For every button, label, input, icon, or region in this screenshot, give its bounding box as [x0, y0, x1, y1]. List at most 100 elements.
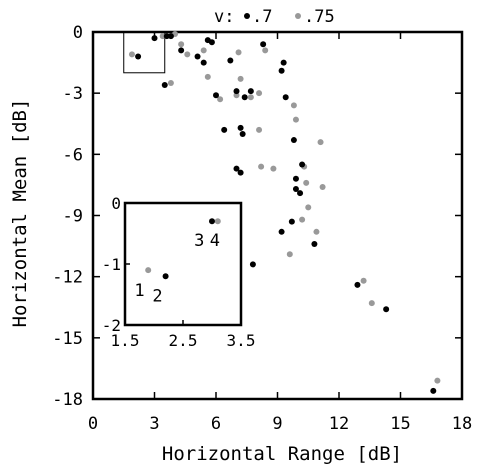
x-tick-label: 6 [211, 414, 221, 434]
data-point [247, 88, 254, 95]
data-point [383, 306, 390, 313]
data-point [256, 90, 263, 97]
data-point [128, 51, 135, 58]
legend-marker-075 [295, 13, 301, 19]
data-point [159, 33, 166, 40]
data-point [167, 79, 174, 86]
data-point [167, 33, 174, 40]
x-tick-label: 9 [272, 414, 282, 434]
data-point [213, 92, 219, 99]
data-point [256, 126, 263, 133]
x-axis-label: Horizontal Range [dB] [162, 443, 402, 465]
data-point [368, 300, 375, 307]
y-tick-label: -18 [52, 390, 83, 410]
data-point [260, 41, 267, 48]
data-point [278, 67, 285, 74]
main-points [128, 31, 441, 394]
data-point [278, 228, 285, 235]
y-tick-label: -12 [52, 268, 83, 288]
data-point [258, 163, 265, 170]
data-point [237, 169, 244, 176]
inset-x-ticks: 1.5 2.5 3.5 [111, 320, 256, 350]
data-point [292, 116, 299, 123]
inset-y-tick-label: -2 [102, 316, 121, 335]
data-point [200, 59, 207, 66]
inset-data-point [209, 218, 215, 225]
legend-label-07: .7 [252, 7, 272, 27]
data-point [292, 175, 299, 182]
legend-prefix: v: [214, 7, 234, 27]
y-tick-label: -6 [63, 145, 83, 165]
inset-y-tick-label: -1 [102, 255, 121, 274]
inset-x-tick-label: 1.5 [111, 331, 140, 350]
data-point [288, 218, 295, 225]
data-point [217, 96, 224, 103]
data-point [233, 165, 240, 172]
data-point [282, 94, 289, 101]
inset-annotation: 1 [134, 281, 144, 301]
data-point [286, 251, 293, 258]
data-point [303, 179, 310, 186]
data-point [290, 137, 297, 144]
inset-y-ticks: 0 -1 -2 [102, 194, 130, 335]
data-point [235, 49, 242, 56]
data-point [163, 33, 170, 40]
data-point [184, 51, 191, 58]
inset-annotation: 2 [152, 287, 162, 307]
inset-points [145, 218, 221, 280]
y-tick-label: 0 [73, 23, 83, 43]
legend: v: .7 .75 [214, 7, 335, 27]
data-point [178, 47, 185, 54]
data-point [297, 190, 304, 197]
data-point [354, 281, 361, 288]
y-tick-label: -9 [63, 207, 83, 227]
y-axis-label: Horizontal Mean [dB] [9, 99, 31, 328]
x-tick-label: 12 [329, 414, 349, 434]
inset-y-tick-label: 0 [111, 194, 121, 213]
y-axis-ticks: 0-3-6-9-12-15-18 [52, 23, 462, 410]
data-point [237, 124, 244, 131]
data-point [299, 216, 306, 223]
data-point [317, 139, 324, 146]
inset-annotations: 1 2 3 4 [134, 231, 220, 307]
data-point [135, 53, 142, 60]
y-tick-label: -15 [52, 329, 83, 349]
inset-frame [123, 201, 243, 327]
data-point [161, 82, 168, 89]
data-point [262, 47, 269, 54]
data-point [194, 53, 201, 60]
inset-x-tick-label: 2.5 [169, 331, 198, 350]
data-point [208, 39, 215, 46]
data-point [227, 57, 234, 64]
data-point [430, 387, 437, 394]
x-tick-label: 15 [390, 414, 410, 434]
inset-data-point [214, 218, 221, 225]
x-tick-label: 18 [452, 414, 472, 434]
inset-chart: 1.5 2.5 3.5 0 -1 -2 1 2 3 4 [102, 194, 256, 350]
y-tick-label: -3 [63, 84, 83, 104]
zoom-region-box [123, 31, 166, 74]
x-tick-label: 3 [149, 414, 159, 434]
data-point [247, 94, 254, 101]
data-point [239, 130, 246, 137]
data-point [221, 126, 228, 133]
inset-data-point [162, 273, 169, 280]
data-point [233, 88, 240, 95]
legend-label-075: .75 [304, 7, 335, 27]
data-point [360, 277, 367, 284]
inset-x-tick-label: 3.5 [227, 331, 256, 350]
data-point [290, 102, 297, 109]
data-point [200, 47, 207, 54]
data-point [299, 161, 306, 168]
x-tick-label: 0 [88, 414, 98, 434]
data-point [319, 183, 326, 190]
data-point [313, 228, 320, 235]
data-point [305, 204, 312, 211]
x-axis-ticks: 0 3 6 9 12 15 18 [88, 32, 472, 434]
legend-marker-07 [244, 13, 250, 19]
data-point [292, 185, 299, 192]
inset-annotation: 3 [194, 231, 204, 251]
data-point [178, 41, 185, 48]
data-point [280, 59, 287, 66]
